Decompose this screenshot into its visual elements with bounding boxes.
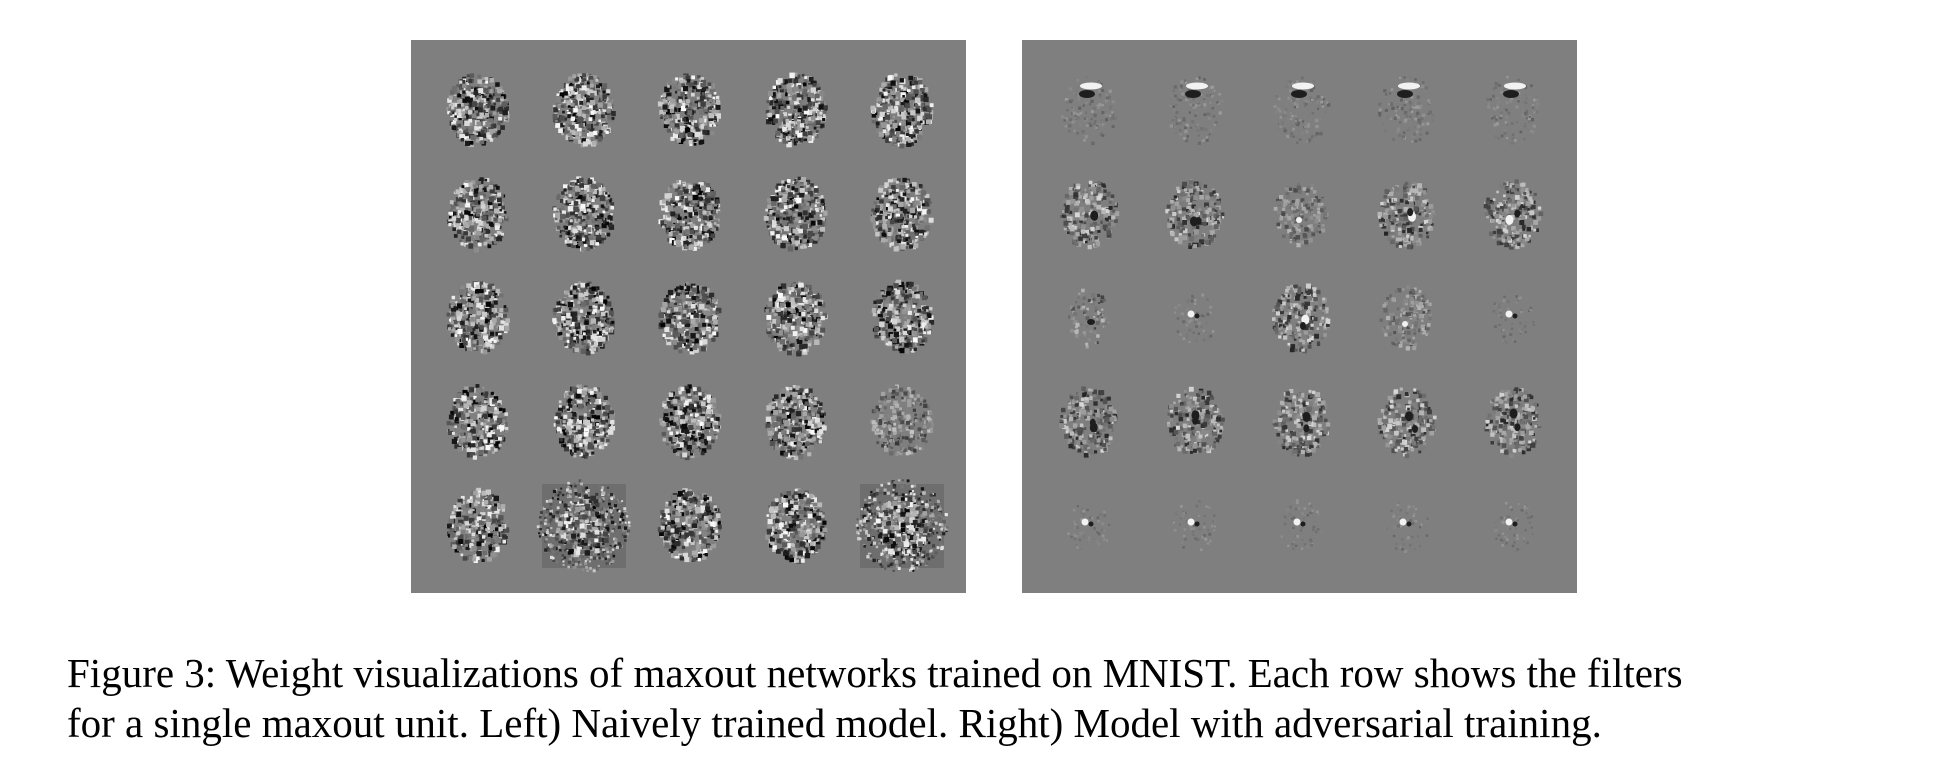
caption-line-2: for a single maxout unit. Left) Naively … <box>67 700 1602 746</box>
left-filter-grid <box>411 40 966 593</box>
right-filter-r3-c5 <box>1492 295 1535 344</box>
left-filter-r3-c5 <box>871 279 935 357</box>
left-filter-r3-c4 <box>764 281 828 357</box>
left-filter-r1-c4 <box>765 72 828 148</box>
left-filter-r2-c5 <box>870 177 934 252</box>
left-filter-r3-c3 <box>658 281 722 355</box>
left-filter-r3-c1 <box>446 281 510 355</box>
right-filter-r2-c5 <box>1483 179 1544 250</box>
right-filter-r1-c5 <box>1486 75 1540 145</box>
right-filter-r4-c1 <box>1059 386 1118 458</box>
right-filter-grid <box>1022 40 1577 593</box>
left-filter-r1-c3 <box>657 73 722 147</box>
left-filter-r3-c2 <box>552 281 616 356</box>
right-filter-r4-c2 <box>1167 386 1225 454</box>
left-filter-r2-c1 <box>446 177 509 253</box>
left-filter-r4-c3 <box>659 384 722 461</box>
left-filter-r2-c2 <box>552 176 615 252</box>
right-filter-r3-c1 <box>1067 288 1110 349</box>
right-filter-r2-c1 <box>1059 180 1120 250</box>
right-filter-r5-c4 <box>1386 501 1429 553</box>
right-filter-r1-c1 <box>1060 76 1118 146</box>
right-filter-r5-c5 <box>1493 501 1534 553</box>
left-filter-r2-c3 <box>658 179 721 251</box>
right-filter-r4-c4 <box>1377 387 1437 459</box>
caption-line-1: Figure 3: Weight visualizations of maxou… <box>67 650 1683 696</box>
right-filter-r5-c3 <box>1280 499 1323 551</box>
right-filter-r4-c5 <box>1483 387 1542 459</box>
right-filter-r3-c3 <box>1271 283 1331 354</box>
right-filter-r5-c1 <box>1067 505 1110 551</box>
left-filter-r1-c2 <box>552 73 616 148</box>
right-filter-r3-c2 <box>1174 293 1215 344</box>
left-filter-r4-c5 <box>870 384 934 456</box>
right-filter-r3-c4 <box>1379 285 1432 351</box>
left-filter-r5-c3 <box>657 488 722 563</box>
left-filter-r1-c5 <box>870 73 934 149</box>
left-filter-r5-c4 <box>765 488 828 564</box>
left-filter-r4-c4 <box>765 385 827 461</box>
left-filter-r5-c2 <box>536 479 632 573</box>
right-filter-r5-c2 <box>1172 500 1217 552</box>
right-filter-r1-c4 <box>1378 75 1435 143</box>
left-filter-r5-c5 <box>855 479 949 572</box>
left-filter-r4-c2 <box>553 384 616 459</box>
right-filter-r2-c4 <box>1377 181 1437 250</box>
right-filter-r4-c3 <box>1272 388 1331 457</box>
left-filter-panel <box>411 40 966 593</box>
right-filter-r2-c2 <box>1165 179 1225 249</box>
figure-caption: Figure 3: Weight visualizations of maxou… <box>67 648 1927 748</box>
right-filter-r1-c3 <box>1273 76 1331 145</box>
left-filter-r4-c1 <box>446 384 509 460</box>
right-filter-panel <box>1022 40 1577 593</box>
left-filter-r5-c1 <box>447 487 510 563</box>
left-filter-r1-c1 <box>446 73 510 148</box>
right-filter-r1-c2 <box>1169 76 1224 145</box>
right-filter-r2-c3 <box>1273 182 1329 248</box>
left-filter-r2-c4 <box>763 176 828 252</box>
